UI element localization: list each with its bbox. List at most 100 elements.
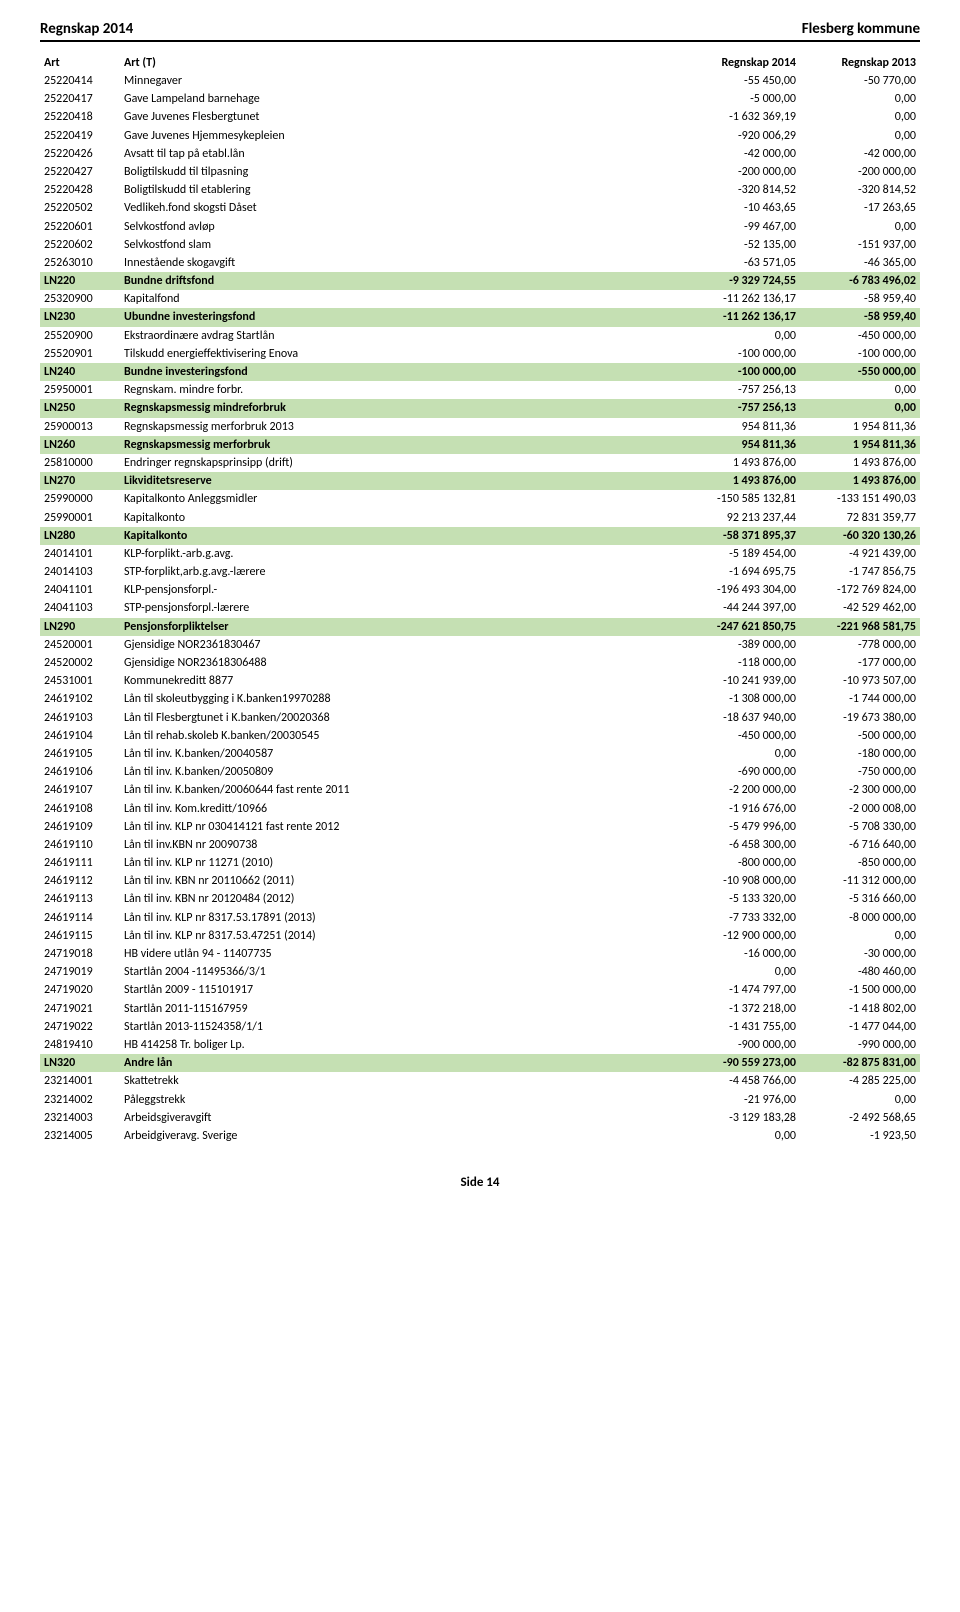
cell-r2013: -6 783 496,02 bbox=[800, 272, 920, 290]
cell-art: 24619110 bbox=[40, 836, 120, 854]
cell-r2014: -99 467,00 bbox=[680, 218, 800, 236]
cell-art-t: Arbeidsgiveravgift bbox=[120, 1109, 680, 1127]
cell-art: 24041103 bbox=[40, 599, 120, 617]
cell-r2014: -11 262 136,17 bbox=[680, 308, 800, 326]
cell-r2013: 0,00 bbox=[800, 127, 920, 145]
cell-art: 23214005 bbox=[40, 1127, 120, 1145]
cell-art-t: Gave Lampeland barnehage bbox=[120, 90, 680, 108]
col-art-t: Art (T) bbox=[120, 54, 680, 72]
cell-art-t: Innestående skogavgift bbox=[120, 254, 680, 272]
table-row: 24619115Lån til inv. KLP nr 8317.53.4725… bbox=[40, 927, 920, 945]
cell-art: 23214003 bbox=[40, 1109, 120, 1127]
cell-art: 25263010 bbox=[40, 254, 120, 272]
cell-art: 25900013 bbox=[40, 418, 120, 436]
cell-art-t: Lån til inv. KBN nr 20120484 (2012) bbox=[120, 890, 680, 908]
table-row: 25220414Minnegaver-55 450,00-50 770,00 bbox=[40, 72, 920, 90]
cell-r2014: -800 000,00 bbox=[680, 854, 800, 872]
cell-r2014: -118 000,00 bbox=[680, 654, 800, 672]
cell-r2014: -10 463,65 bbox=[680, 199, 800, 217]
cell-art-t: Lån til inv. K.banken/20050809 bbox=[120, 763, 680, 781]
table-row: LN230Ubundne investeringsfond-11 262 136… bbox=[40, 308, 920, 326]
cell-art-t: Lån til inv. KLP nr 030414121 fast rente… bbox=[120, 818, 680, 836]
cell-art: 24619112 bbox=[40, 872, 120, 890]
cell-r2013: -1 418 802,00 bbox=[800, 1000, 920, 1018]
cell-r2014: 0,00 bbox=[680, 1127, 800, 1145]
table-row: 25220602Selvkostfond slam-52 135,00-151 … bbox=[40, 236, 920, 254]
table-row: 24520002Gjensidige NOR23618306488-118 00… bbox=[40, 654, 920, 672]
cell-art: 24619104 bbox=[40, 727, 120, 745]
cell-art: 25220428 bbox=[40, 181, 120, 199]
cell-r2013: -2 300 000,00 bbox=[800, 781, 920, 799]
cell-art: 25220419 bbox=[40, 127, 120, 145]
cell-art-t: Kapitalfond bbox=[120, 290, 680, 308]
cell-art: 25990001 bbox=[40, 509, 120, 527]
table-row: 25220502Vedlikeh.fond skogsti Dåset-10 4… bbox=[40, 199, 920, 217]
cell-art: 25220418 bbox=[40, 108, 120, 126]
cell-r2013: 0,00 bbox=[800, 90, 920, 108]
cell-art-t: KLP-pensjonsforpl.- bbox=[120, 581, 680, 599]
cell-r2013: 72 831 359,77 bbox=[800, 509, 920, 527]
cell-r2014: -757 256,13 bbox=[680, 399, 800, 417]
header-right: Flesberg kommune bbox=[802, 20, 920, 38]
cell-art-t: Lån til Flesbergtunet i K.banken/2002036… bbox=[120, 709, 680, 727]
cell-art: 24719020 bbox=[40, 981, 120, 999]
cell-r2013: 1 493 876,00 bbox=[800, 454, 920, 472]
table-row: 25220427Boligtilskudd til tilpasning-200… bbox=[40, 163, 920, 181]
cell-r2013: -750 000,00 bbox=[800, 763, 920, 781]
cell-art-t: Kommunekreditt 8877 bbox=[120, 672, 680, 690]
cell-art-t: Arbeidgiveravg. Sverige bbox=[120, 1127, 680, 1145]
cell-r2014: 954 811,36 bbox=[680, 418, 800, 436]
cell-art: 24619107 bbox=[40, 781, 120, 799]
cell-r2014: -1 632 369,19 bbox=[680, 108, 800, 126]
cell-art: 25810000 bbox=[40, 454, 120, 472]
cell-r2014: -900 000,00 bbox=[680, 1036, 800, 1054]
cell-art-t: Lån til inv. KLP nr 8317.53.17891 (2013) bbox=[120, 909, 680, 927]
cell-art-t: Regnskapsmessig merforbruk 2013 bbox=[120, 418, 680, 436]
cell-art: 25220414 bbox=[40, 72, 120, 90]
cell-art-t: Lån til inv. KLP nr 11271 (2010) bbox=[120, 854, 680, 872]
cell-art-t: Startlån 2011-115167959 bbox=[120, 1000, 680, 1018]
cell-r2013: -778 000,00 bbox=[800, 636, 920, 654]
cell-r2013: -58 959,40 bbox=[800, 290, 920, 308]
cell-art-t: HB 414258 Tr. boliger Lp. bbox=[120, 1036, 680, 1054]
cell-art-t: Ekstraordinære avdrag Startlån bbox=[120, 327, 680, 345]
cell-art: 25220502 bbox=[40, 199, 120, 217]
cell-art-t: Lån til inv. K.banken/20040587 bbox=[120, 745, 680, 763]
table-row: 23214005Arbeidgiveravg. Sverige0,00-1 92… bbox=[40, 1127, 920, 1145]
cell-r2013: -5 708 330,00 bbox=[800, 818, 920, 836]
cell-art: 25220602 bbox=[40, 236, 120, 254]
cell-art: LN290 bbox=[40, 618, 120, 636]
table-row: 25520900Ekstraordinære avdrag Startlån0,… bbox=[40, 327, 920, 345]
col-r2013: Regnskap 2013 bbox=[800, 54, 920, 72]
cell-art-t: Endringer regnskapsprinsipp (drift) bbox=[120, 454, 680, 472]
cell-r2013: -8 000 000,00 bbox=[800, 909, 920, 927]
cell-r2013: -5 316 660,00 bbox=[800, 890, 920, 908]
cell-r2013: -42 529 462,00 bbox=[800, 599, 920, 617]
table-row: 24619113Lån til inv. KBN nr 20120484 (20… bbox=[40, 890, 920, 908]
cell-art-t: Kapitalkonto bbox=[120, 509, 680, 527]
table-row: LN240Bundne investeringsfond-100 000,00-… bbox=[40, 363, 920, 381]
cell-art-t: Lån til rehab.skoleb K.banken/20030545 bbox=[120, 727, 680, 745]
table-row: 25900013Regnskapsmessig merforbruk 20139… bbox=[40, 418, 920, 436]
cell-art-t: Gjensidige NOR2361830467 bbox=[120, 636, 680, 654]
account-table: Art Art (T) Regnskap 2014 Regnskap 2013 … bbox=[40, 54, 920, 1145]
table-row: 25220601Selvkostfond avløp-99 467,000,00 bbox=[40, 218, 920, 236]
table-row: LN220Bundne driftsfond-9 329 724,55-6 78… bbox=[40, 272, 920, 290]
table-row: 24619110Lån til inv.KBN nr 20090738-6 45… bbox=[40, 836, 920, 854]
table-row: 24619107Lån til inv. K.banken/20060644 f… bbox=[40, 781, 920, 799]
cell-r2014: -4 458 766,00 bbox=[680, 1072, 800, 1090]
cell-r2014: -52 135,00 bbox=[680, 236, 800, 254]
table-row: 24531001Kommunekreditt 8877-10 241 939,0… bbox=[40, 672, 920, 690]
cell-r2014: 1 493 876,00 bbox=[680, 472, 800, 490]
cell-r2013: -850 000,00 bbox=[800, 854, 920, 872]
table-row: 24619102Lån til skoleutbygging i K.banke… bbox=[40, 690, 920, 708]
table-row: LN260Regnskapsmessig merforbruk954 811,3… bbox=[40, 436, 920, 454]
cell-r2014: -12 900 000,00 bbox=[680, 927, 800, 945]
cell-art: 25220427 bbox=[40, 163, 120, 181]
table-row: 24619112Lån til inv. KBN nr 20110662 (20… bbox=[40, 872, 920, 890]
table-row: 25220426Avsatt til tap på etabl.lån-42 0… bbox=[40, 145, 920, 163]
table-row: 25220428Boligtilskudd til etablering-320… bbox=[40, 181, 920, 199]
cell-r2013: -10 973 507,00 bbox=[800, 672, 920, 690]
table-row: 24619104Lån til rehab.skoleb K.banken/20… bbox=[40, 727, 920, 745]
cell-art-t: Lån til inv. KLP nr 8317.53.47251 (2014) bbox=[120, 927, 680, 945]
